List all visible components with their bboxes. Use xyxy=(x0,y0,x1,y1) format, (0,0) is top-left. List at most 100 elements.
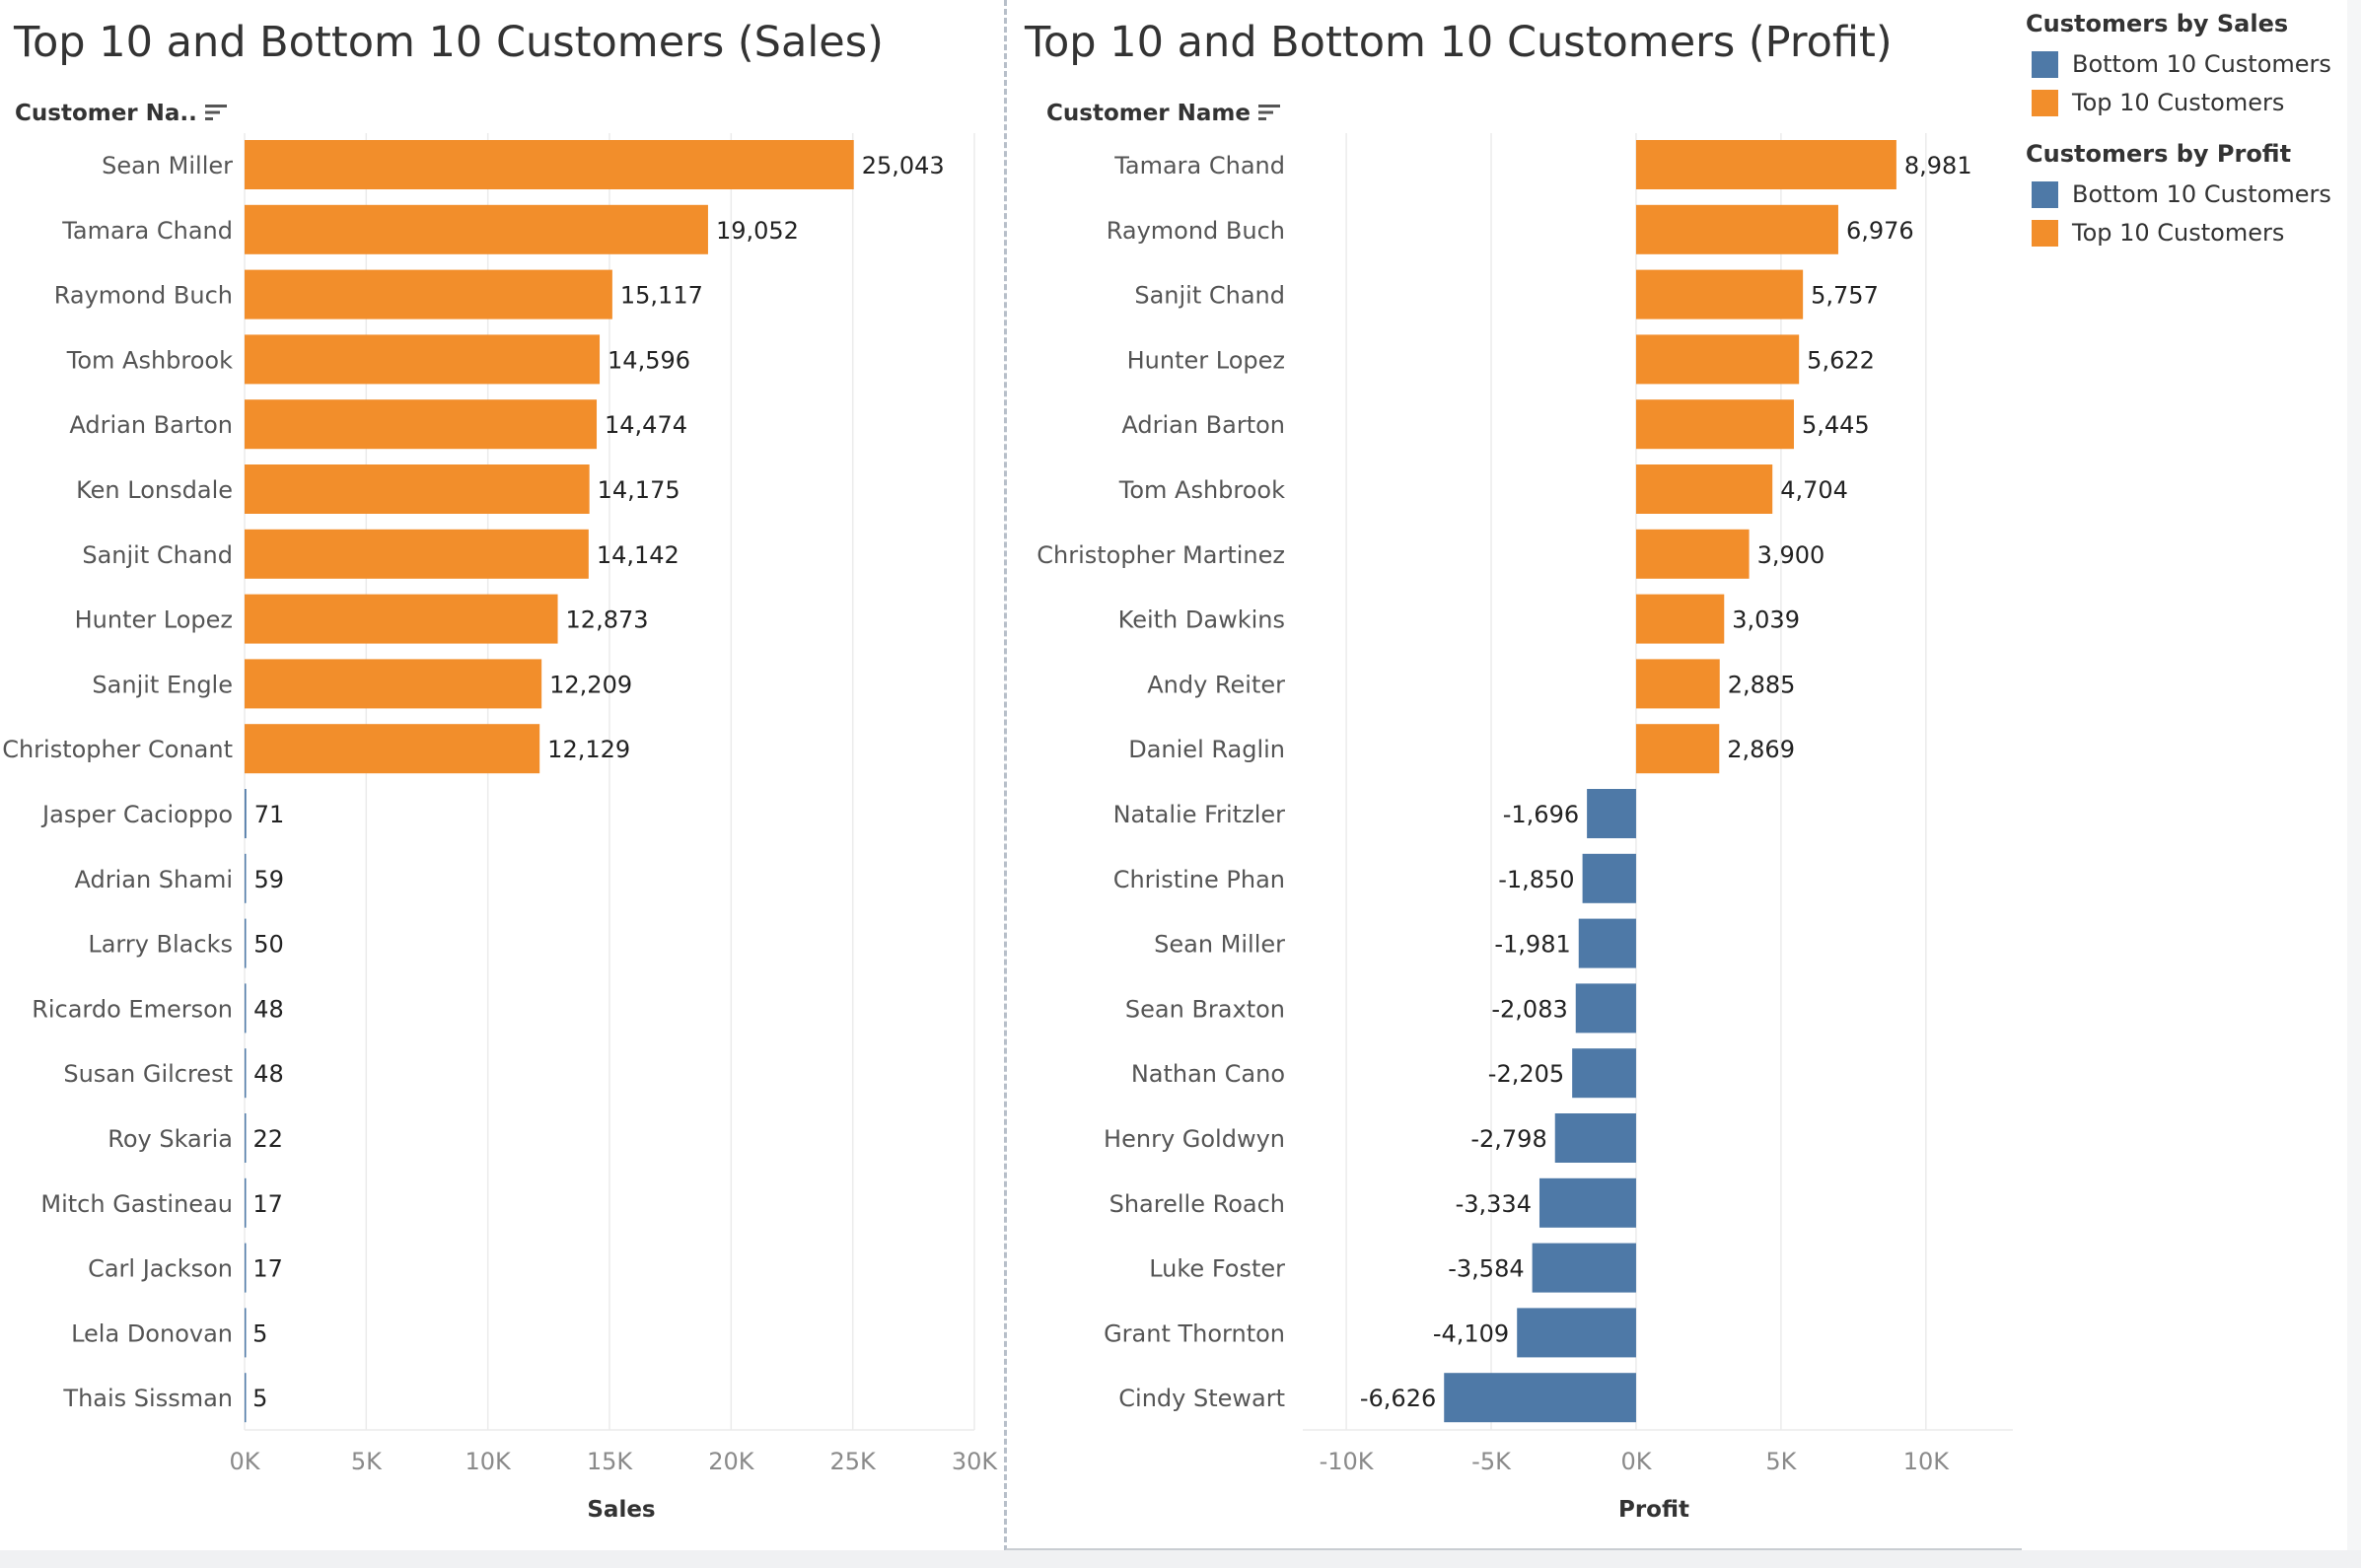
data-label: -4,109 xyxy=(1433,1319,1509,1347)
bar xyxy=(1578,918,1636,968)
tick-label: 10K xyxy=(1903,1448,1951,1475)
profit-row-header[interactable]: Customer Name xyxy=(1046,101,1280,127)
data-label: 14,474 xyxy=(605,411,687,439)
data-label: 17 xyxy=(252,1255,283,1283)
x-axis-title: Profit xyxy=(1618,1497,1689,1523)
bar xyxy=(1582,853,1636,903)
category-label: Roy Skaria xyxy=(107,1125,233,1153)
category-label: Henry Goldwyn xyxy=(1104,1125,1285,1153)
bar xyxy=(1635,464,1773,514)
legend-item-profit-top[interactable]: Top 10 Customers xyxy=(2032,218,2284,248)
data-label: 48 xyxy=(253,1060,284,1088)
bar xyxy=(245,853,247,903)
category-label: Cindy Stewart xyxy=(1118,1385,1285,1412)
bar xyxy=(1554,1113,1636,1163)
data-label: 14,175 xyxy=(598,476,680,504)
category-label: Keith Dawkins xyxy=(1118,606,1285,634)
bar xyxy=(245,983,247,1033)
data-label: 48 xyxy=(253,995,284,1023)
category-label: Jasper Cacioppo xyxy=(40,801,233,828)
data-label: 14,596 xyxy=(608,346,690,374)
x-axis-title: Sales xyxy=(587,1497,655,1523)
data-label: -1,696 xyxy=(1503,801,1579,828)
profit-bar-chart: -10K -5K 0K 5K 10K Profit Tamara Chand 8,981 Ray… xyxy=(1037,133,2013,1523)
legend-label: Top 10 Customers xyxy=(2072,219,2285,247)
bar xyxy=(1635,140,1896,189)
tick-label: 20K xyxy=(708,1448,755,1475)
sales-bar-chart: 0K 5K 10K 15K 20K 25K 30K Sales Sean Miller 25,04… xyxy=(2,133,999,1523)
bar xyxy=(1635,594,1725,644)
category-label: Daniel Raglin xyxy=(1128,736,1285,763)
category-label: Luke Foster xyxy=(1149,1255,1285,1283)
legend-item-sales-top[interactable]: Top 10 Customers xyxy=(2032,88,2284,117)
data-label: 71 xyxy=(254,801,285,828)
category-label: Tamara Chand xyxy=(61,217,233,245)
sales-chart-title: Top 10 and Bottom 10 Customers (Sales) xyxy=(14,18,884,67)
tick-label: -5K xyxy=(1471,1448,1512,1475)
bar xyxy=(1587,789,1636,838)
data-label: 5 xyxy=(252,1319,267,1347)
category-label: Adrian Barton xyxy=(1121,411,1285,439)
category-label: Sharelle Roach xyxy=(1109,1190,1285,1218)
category-label: Christine Phan xyxy=(1113,866,1285,893)
data-label: 15,117 xyxy=(620,282,703,310)
data-label: 5,622 xyxy=(1807,346,1875,374)
category-label: Grant Thornton xyxy=(1104,1319,1285,1347)
data-label: 3,039 xyxy=(1732,606,1800,634)
category-label: Nathan Cano xyxy=(1131,1060,1285,1088)
data-label: 17 xyxy=(252,1190,283,1218)
data-label: 6,976 xyxy=(1846,217,1914,245)
category-label: Sean Miller xyxy=(1154,931,1285,959)
legend-panel: Customers by Sales Bottom 10 Customers T… xyxy=(2022,0,2361,1568)
data-label: 4,704 xyxy=(1780,476,1848,504)
data-label: 2,869 xyxy=(1727,736,1795,763)
legend-item-sales-bottom[interactable]: Bottom 10 Customers xyxy=(2032,49,2331,79)
legend-label: Bottom 10 Customers xyxy=(2072,180,2331,208)
category-label: Lela Donovan xyxy=(71,1319,233,1347)
data-label: -2,083 xyxy=(1491,995,1567,1023)
data-label: -3,584 xyxy=(1448,1255,1524,1283)
bar xyxy=(245,1113,247,1163)
category-label: Sanjit Chand xyxy=(1134,282,1285,310)
legend-title-profit: Customers by Profit xyxy=(2026,140,2292,168)
data-label: 8,981 xyxy=(1904,152,1972,179)
category-label: Sean Braxton xyxy=(1125,995,1285,1023)
sales-row-header-label: Customer Na.. xyxy=(15,101,197,126)
legend-label: Top 10 Customers xyxy=(2072,89,2285,116)
category-label: Raymond Buch xyxy=(54,282,233,310)
bar xyxy=(1635,204,1838,254)
sales-sheet: Top 10 and Bottom 10 Customers (Sales) C… xyxy=(0,0,1002,1548)
scroll-gutter xyxy=(2347,0,2361,1568)
sort-icon[interactable] xyxy=(204,102,227,127)
data-label: 5,757 xyxy=(1811,282,1879,310)
bar xyxy=(245,1373,247,1423)
tick-label: 10K xyxy=(465,1448,513,1475)
sales-row-header[interactable]: Customer Na.. xyxy=(15,101,227,127)
legend-swatch xyxy=(2032,180,2058,208)
data-label: 5,445 xyxy=(1802,411,1870,439)
tick-label: 30K xyxy=(952,1448,999,1475)
category-label: Raymond Buch xyxy=(1107,217,1285,245)
bar xyxy=(245,918,247,968)
bar xyxy=(245,140,854,189)
category-label: Carl Jackson xyxy=(88,1255,233,1283)
bar xyxy=(245,724,540,774)
category-label: Tom Ashbrook xyxy=(66,346,233,374)
legend-swatch xyxy=(2032,50,2058,78)
category-label: Hunter Lopez xyxy=(75,606,233,634)
legend-item-profit-bottom[interactable]: Bottom 10 Customers xyxy=(2032,179,2331,209)
sort-icon[interactable] xyxy=(1258,102,1280,127)
tick-label: 15K xyxy=(587,1448,634,1475)
data-label: -1,850 xyxy=(1498,866,1574,893)
data-label: -1,981 xyxy=(1494,931,1570,959)
bar xyxy=(245,594,558,644)
bar xyxy=(1635,724,1720,774)
category-label: Ricardo Emerson xyxy=(32,995,233,1023)
category-label: Larry Blacks xyxy=(88,931,233,959)
bar xyxy=(245,204,708,254)
category-label: Thais Sissman xyxy=(62,1385,233,1412)
data-label: -3,334 xyxy=(1456,1190,1532,1218)
bar xyxy=(1444,1373,1636,1423)
data-label: -2,205 xyxy=(1488,1060,1564,1088)
category-label: Sanjit Engle xyxy=(92,671,233,698)
